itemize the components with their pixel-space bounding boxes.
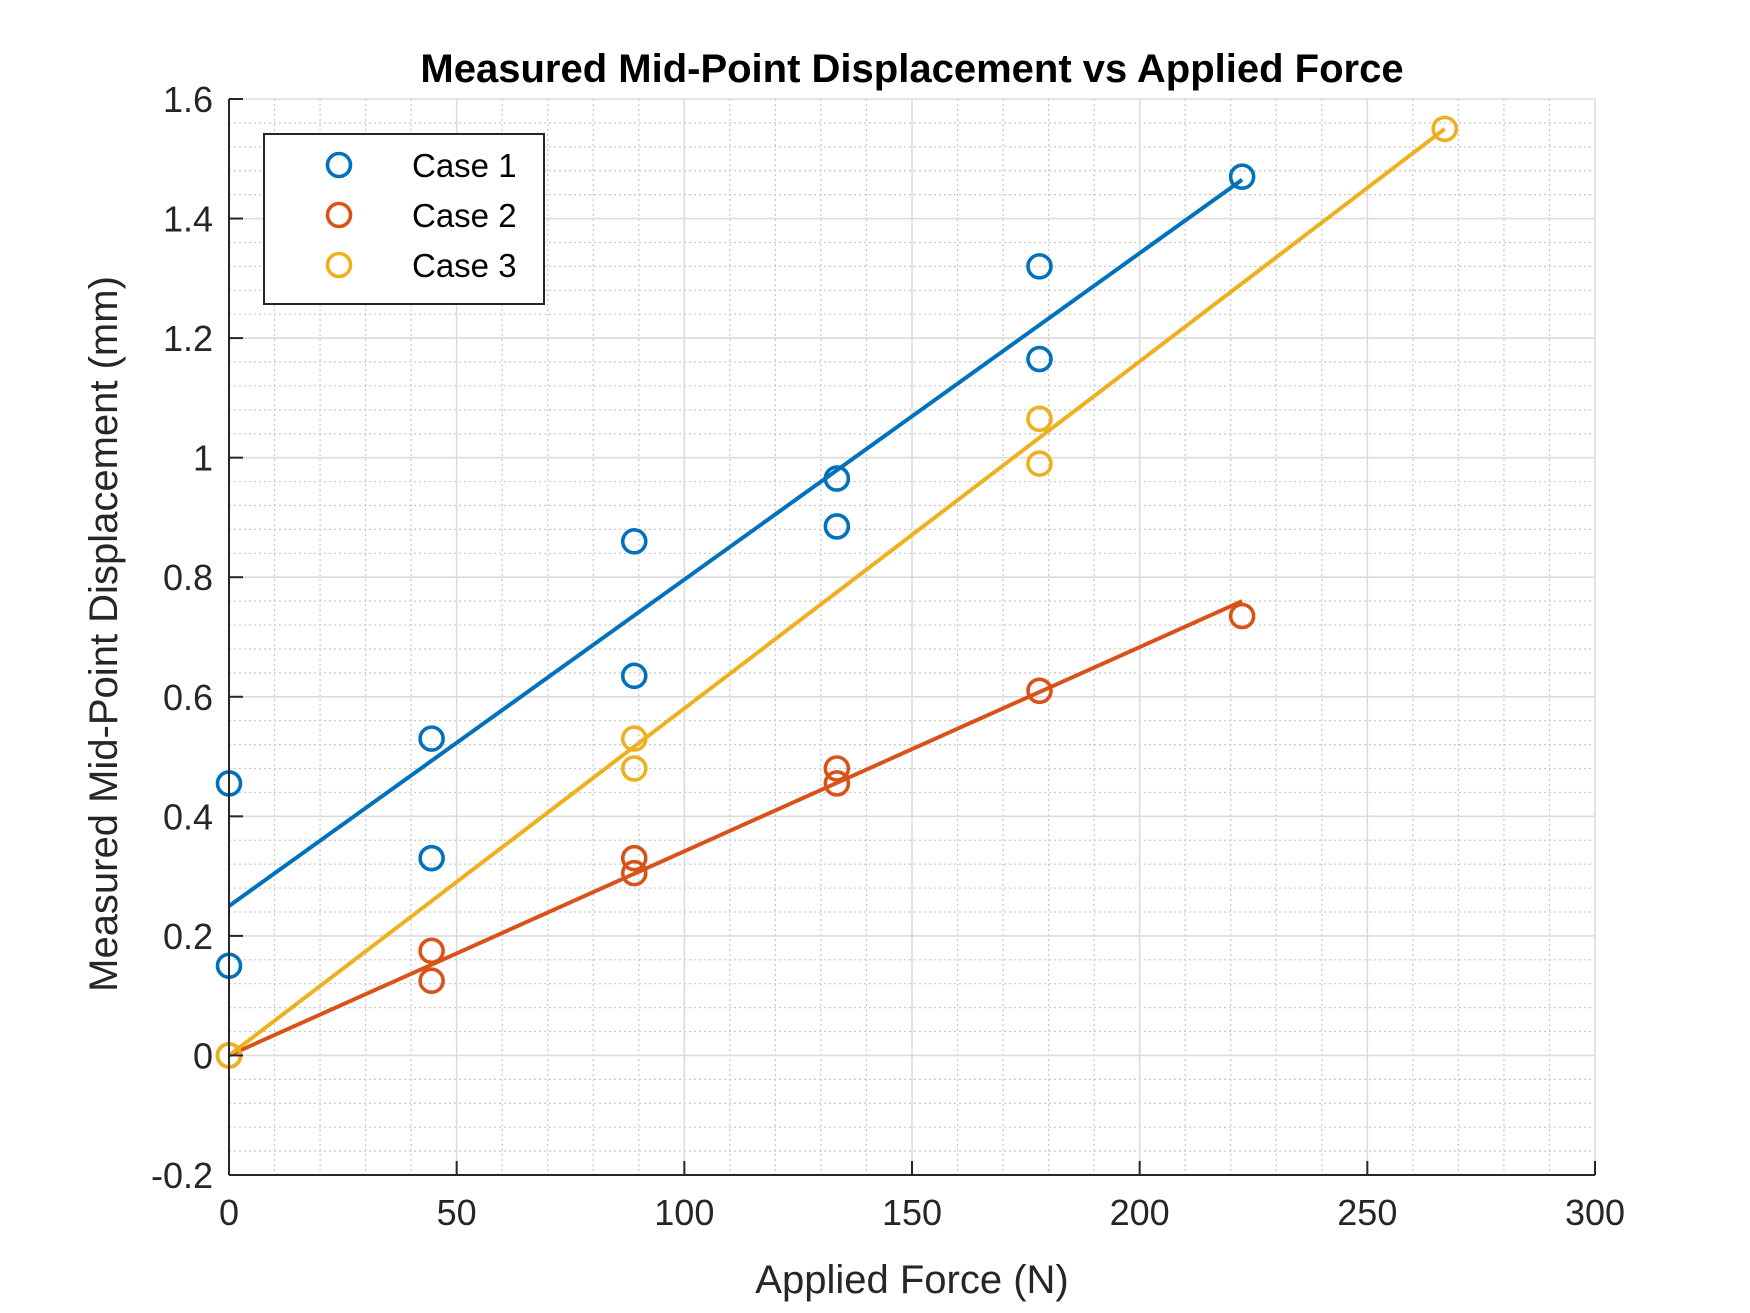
legend-box [263,133,545,305]
legend: Case 1 Case 2 Case 3 [263,133,545,305]
data-point-series-2 [418,937,445,965]
x-axis-title: Applied Force (N) [755,1258,1068,1302]
fit-line-series-2 [228,599,1243,1058]
y-axis-title: Measured Mid-Point Displacement (mm) [82,276,126,992]
data-point-series-2 [620,844,648,872]
y-tick-label: -0.2 [151,1155,213,1196]
y-tick-label: 0 [193,1035,213,1076]
y-tick-label: 1.2 [163,318,213,359]
data-point-series-2 [1228,602,1256,630]
y-tick-labels: -0.2 0 0.2 0.4 0.6 0.8 1 1.2 1.4 1.6 [151,79,213,1196]
data-point-series-2 [1026,677,1053,705]
data-point-series-2 [823,770,851,797]
fit-line-series-1 [227,178,1244,908]
data-point-series-3 [620,755,648,782]
legend-label-series-1: Case 1 [412,147,517,184]
data-point-series-1 [1228,163,1256,191]
legend-marker-series-2 [325,201,353,229]
data-point-series-3 [1026,405,1053,433]
chart-title: Measured Mid-Point Displacement vs Appli… [420,47,1403,91]
x-tick-label: 0 [219,1192,239,1233]
data-point-series-2 [823,755,851,782]
y-tick-label: 0.6 [163,677,213,718]
minor-grid [229,99,1595,1175]
data-point-series-1 [823,465,851,492]
data-point-series-3 [620,725,648,752]
y-tick-label: 0.2 [163,916,213,957]
data-point-series-1 [620,528,648,555]
data-point-series-3 [1026,450,1053,477]
y-tick-label: 0.8 [163,557,213,598]
data-point-series-1 [620,662,648,690]
legend-marker-series-3 [325,251,353,279]
data-point-series-1 [1026,345,1053,373]
fit-line-series-3 [227,127,1446,1058]
x-tick-label: 300 [1565,1192,1625,1233]
x-tick-label: 250 [1337,1192,1397,1233]
data-point-series-2 [620,859,648,887]
data-markers [215,115,1459,1069]
data-point-series-3 [1431,115,1459,143]
y-tick-label: 1.6 [163,79,213,120]
legend-label-series-3: Case 3 [412,247,517,284]
fit-lines [227,127,1446,1058]
y-tick-label: 1.4 [163,199,213,240]
x-tick-labels: 0 50 100 150 200 250 300 [219,1192,1625,1233]
axes [228,98,1596,1176]
data-point-series-1 [418,844,445,872]
y-tick-label: 1 [193,438,213,479]
x-tick-label: 50 [437,1192,477,1233]
x-tick-label: 200 [1110,1192,1170,1233]
data-point-series-1 [1026,253,1053,280]
data-point-series-2 [418,967,445,995]
data-point-series-1 [823,513,851,540]
y-tick-label: 0.4 [163,796,213,837]
data-point-series-1 [418,725,445,752]
legend-label-series-2: Case 2 [412,197,517,234]
x-tick-label: 150 [882,1192,942,1233]
x-tick-label: 100 [654,1192,714,1233]
legend-marker-series-1 [325,151,353,179]
